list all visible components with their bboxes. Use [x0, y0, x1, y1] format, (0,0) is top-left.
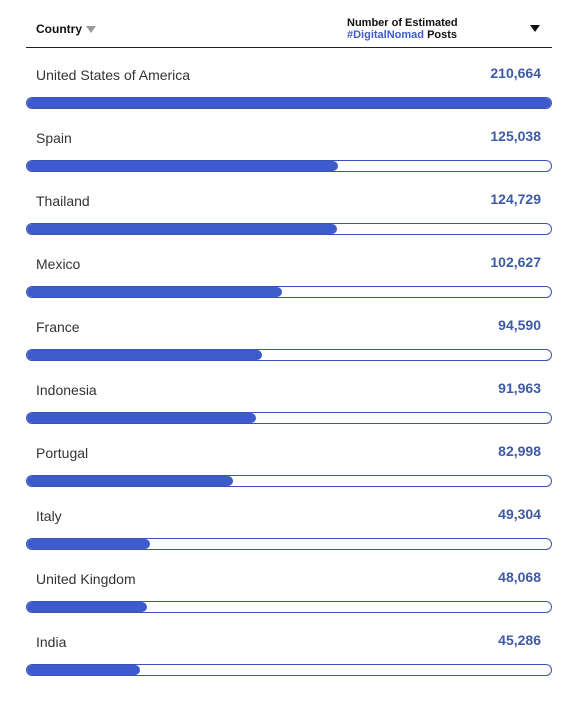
table-row: Spain 125,038 [26, 111, 552, 174]
country-label: India [36, 634, 67, 650]
bar [27, 350, 263, 360]
posts-header-line2: #DigitalNomad Posts [347, 29, 458, 41]
value-label: 94,590 [498, 317, 541, 333]
value-label: 102,627 [490, 254, 541, 270]
bar [27, 602, 147, 612]
hashtag-label: #DigitalNomad [347, 29, 425, 41]
table-row: Thailand 124,729 [26, 174, 552, 237]
table-row: Italy 49,304 [26, 489, 552, 552]
country-column-header[interactable]: Country [36, 22, 96, 36]
table-row: Indonesia 91,963 [26, 363, 552, 426]
bar-track [26, 601, 552, 613]
bar [27, 539, 150, 549]
bar [27, 98, 551, 108]
table-row: India 45,286 [26, 615, 552, 678]
country-label: Italy [36, 508, 62, 524]
bar [27, 476, 234, 486]
table-header: Country Number of Estimated #DigitalNoma… [26, 12, 552, 48]
value-label: 91,963 [498, 380, 541, 396]
posts-header-line1: Number of Estimated [347, 17, 458, 29]
bar-track [26, 664, 552, 676]
value-label: 210,664 [490, 65, 541, 81]
country-label: Indonesia [36, 382, 97, 398]
value-label: 125,038 [490, 128, 541, 144]
table-row: United Kingdom 48,068 [26, 552, 552, 615]
bar-track [26, 538, 552, 550]
country-label: Spain [36, 130, 72, 146]
table-rows: United States of America 210,664 Spain 125,… [26, 48, 552, 678]
bar [27, 224, 338, 234]
bar-track [26, 223, 552, 235]
value-label: 124,729 [490, 191, 541, 207]
country-label: Portugal [36, 445, 89, 461]
country-table: Country Number of Estimated #DigitalNoma… [26, 12, 552, 678]
value-label: 49,304 [498, 506, 541, 522]
bar [27, 287, 283, 297]
country-label: Thailand [36, 193, 90, 209]
bar [27, 665, 140, 675]
sort-caret-icon[interactable] [86, 26, 96, 33]
table-row: Portugal 82,998 [26, 426, 552, 489]
bar-track [26, 349, 552, 361]
bar-track [26, 412, 552, 424]
table-row: France 94,590 [26, 300, 552, 363]
bar-track [26, 286, 552, 298]
value-label: 82,998 [498, 443, 541, 459]
table-row: Mexico 102,627 [26, 237, 552, 300]
country-label: United Kingdom [36, 571, 136, 587]
table-row: United States of America 210,664 [26, 48, 552, 111]
bar-track [26, 97, 552, 109]
country-label: United States of America [36, 67, 191, 83]
bar [27, 161, 339, 171]
bar-track [26, 475, 552, 487]
country-label: Mexico [36, 256, 81, 272]
bar [27, 413, 256, 423]
value-label: 45,286 [498, 632, 541, 648]
country-header-label: Country [36, 22, 82, 36]
sort-descending-icon[interactable] [530, 25, 540, 32]
posts-label: Posts [424, 29, 458, 41]
value-label: 48,068 [498, 569, 541, 585]
posts-column-header[interactable]: Number of Estimated #DigitalNomad Posts [347, 17, 458, 41]
country-label: France [36, 319, 80, 335]
bar-track [26, 160, 552, 172]
